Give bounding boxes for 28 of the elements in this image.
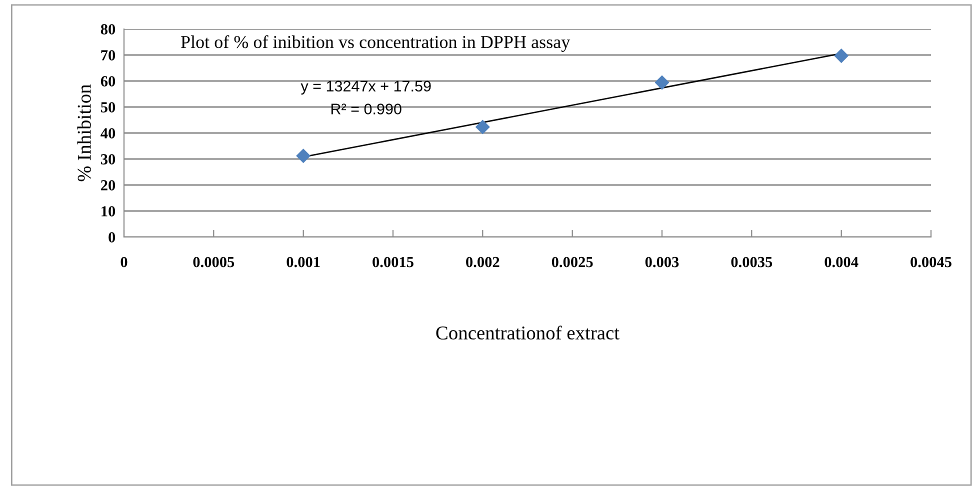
point bbox=[475, 120, 490, 134]
x-tick-label: 0.0035 bbox=[731, 256, 772, 268]
x-axis-title: Concentrationof extract bbox=[436, 326, 620, 340]
x-tick-label: 0 bbox=[120, 256, 128, 268]
x-tick-label: 0.003 bbox=[645, 256, 679, 268]
y-tick-label: 0 bbox=[108, 232, 116, 242]
y-axis-title: % Inhibition bbox=[77, 84, 91, 182]
x-tick-label: 0.001 bbox=[286, 256, 320, 268]
y-tick-label: 40 bbox=[100, 128, 116, 138]
x-tick-label: 0.0025 bbox=[552, 256, 593, 268]
y-tick-label: 20 bbox=[101, 180, 116, 190]
point bbox=[296, 148, 311, 164]
x-tick-label: 0.0015 bbox=[372, 256, 414, 268]
y-tick-label: 80 bbox=[100, 24, 116, 34]
y-tick-label: 60 bbox=[100, 76, 116, 86]
annotation: R² = 0.990 bbox=[331, 104, 402, 114]
x-tick-label: 0.004 bbox=[824, 256, 858, 268]
y-tick-label: 30 bbox=[100, 154, 116, 164]
x-tick-label: 0.0045 bbox=[910, 256, 952, 268]
point bbox=[834, 48, 849, 64]
point bbox=[654, 75, 670, 90]
y-tick-label: 70 bbox=[101, 50, 116, 60]
x-tick-label: 0.002 bbox=[466, 256, 500, 268]
y-tick-label: 10 bbox=[102, 206, 116, 216]
chart-title: Plot of % of inibition vs concentration in DPPH assay bbox=[181, 35, 570, 52]
annotation: y = 13247x + 17.59 bbox=[300, 80, 431, 95]
y-tick-label: 50 bbox=[101, 102, 116, 112]
x-tick-label: 0.0005 bbox=[193, 256, 234, 268]
